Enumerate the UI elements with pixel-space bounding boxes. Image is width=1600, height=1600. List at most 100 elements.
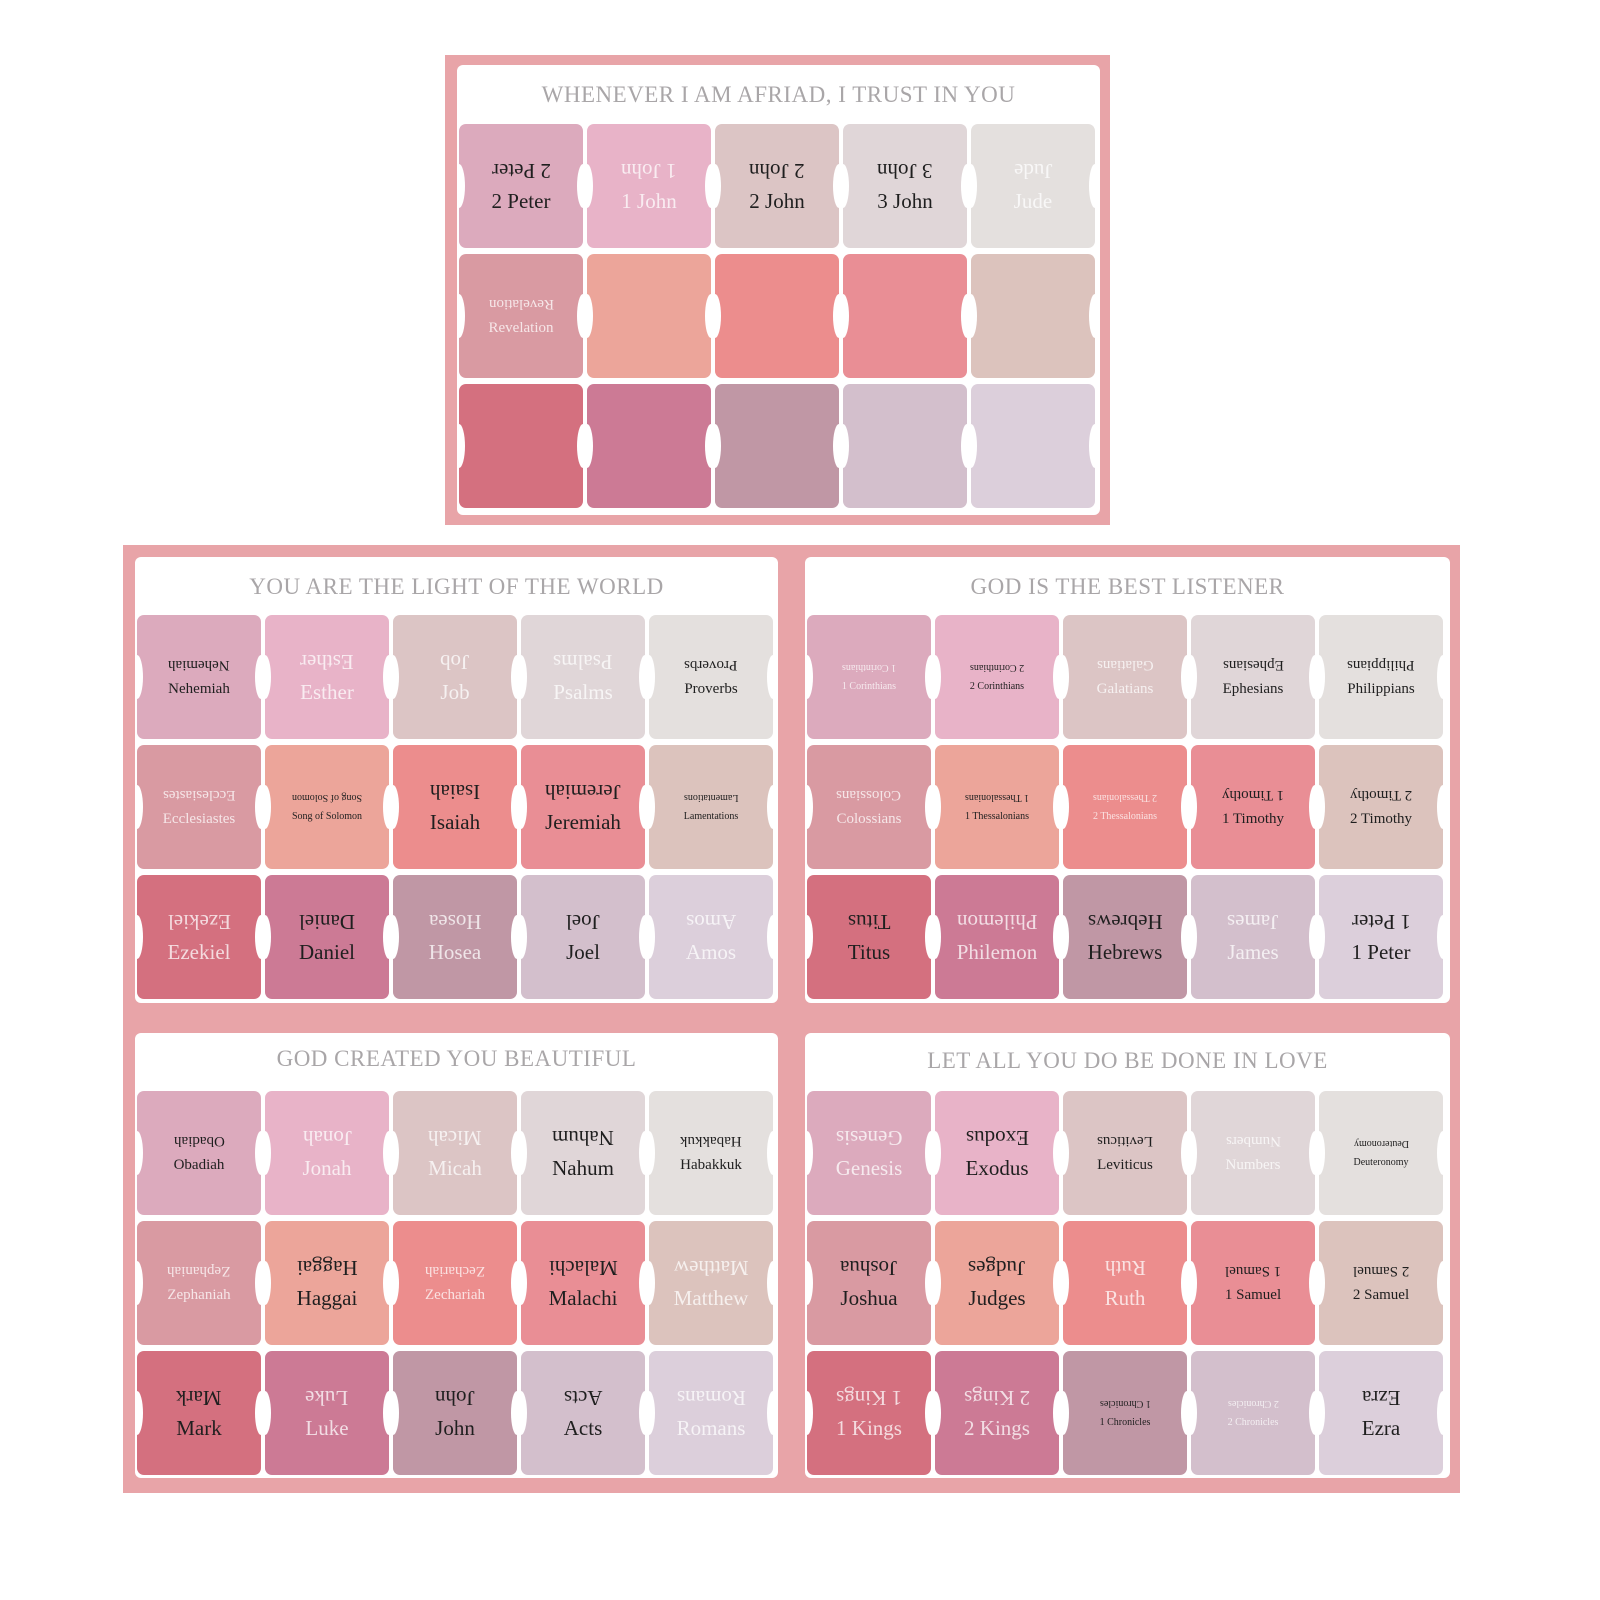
tab-label: 1 Peter — [1351, 940, 1411, 964]
tab-label-mirrored: Romans — [676, 1386, 746, 1410]
tab-label-mirrored: Job — [440, 650, 470, 674]
bible-tab-sticker: Matthew Matthew — [649, 1221, 773, 1345]
bible-tab-sticker: Lamentations Lamentations — [649, 745, 773, 869]
tab-label: 1 Kings — [836, 1416, 902, 1440]
bible-tab-sticker: Job Job — [393, 615, 517, 739]
tab-label: 2 Timothy — [1349, 811, 1413, 827]
tab-label: 1 Samuel — [1224, 1287, 1282, 1303]
tab-label-mirrored: Obadiah — [173, 1133, 225, 1149]
tab-label: 1 Thessalonians — [965, 811, 1029, 822]
tab-label-mirrored: 2 John — [749, 159, 805, 183]
tab-label: Daniel — [299, 940, 355, 964]
tab-label: Ecclesiastes — [162, 811, 236, 827]
tab-label: Psalms — [553, 680, 613, 704]
tab-label-mirrored: Luke — [305, 1386, 349, 1410]
panel-title: LET ALL YOU DO BE DONE IN LOVE — [927, 1048, 1328, 1073]
tab-label: 2 Peter — [491, 189, 551, 213]
bible-tab-sticker: Micah Micah — [393, 1091, 517, 1215]
tab-label-mirrored: Malachi — [548, 1256, 618, 1280]
bible-tab-sticker: 1 Thessalonians 1 Thessalonians — [935, 745, 1059, 869]
tab-label-mirrored: Micah — [428, 1126, 482, 1150]
tab-label: Joel — [566, 940, 600, 964]
tab-label-mirrored: 1 Samuel — [1224, 1263, 1282, 1279]
bible-tab-sticker: Daniel Daniel — [265, 875, 389, 999]
tab-label-mirrored: Joshua — [840, 1256, 898, 1280]
bible-tab-sticker: Hebrews Hebrews — [1063, 875, 1187, 999]
tab-panel: WHENEVER I AM AFRIAD, I TRUST IN YOU 2 Pe… — [457, 65, 1100, 515]
bible-tab-sticker: Luke Luke — [265, 1351, 389, 1475]
bible-tab-sticker: Esther Esther — [265, 615, 389, 739]
tab-label-mirrored: Hebrews — [1087, 910, 1163, 934]
tab-label-mirrored: John — [435, 1386, 475, 1410]
tab-label: Zechariah — [425, 1287, 485, 1303]
tab-label: Mark — [176, 1416, 222, 1440]
tab-label: Hebrews — [1087, 940, 1163, 964]
tab-panel: GOD IS THE BEST LISTENER 1 Corinthians 1 C… — [805, 557, 1450, 1003]
tab-label: Jeremiah — [545, 810, 621, 834]
tab-label: Revelation — [488, 320, 554, 336]
tab-label-mirrored: James — [1227, 910, 1279, 934]
bible-tab-sticker: Proverbs Proverbs — [649, 615, 773, 739]
tab-label-mirrored: 2 Corinthians — [969, 662, 1025, 673]
tab-label-mirrored: Jude — [1013, 159, 1053, 183]
bible-tab-sticker: Mark Mark — [137, 1351, 261, 1475]
tab-label-mirrored: Galatians — [1096, 657, 1154, 673]
tab-label-mirrored: Mark — [176, 1386, 222, 1410]
tab-label: Jude — [1013, 189, 1053, 213]
tab-label-mirrored: Zephaniah — [167, 1263, 231, 1279]
bible-tab-sticker: Ecclesiastes Ecclesiastes — [137, 745, 261, 869]
bible-tab-sticker: 1 Samuel 1 Samuel — [1191, 1221, 1315, 1345]
bible-tab-sticker — [459, 384, 583, 508]
tab-label-mirrored: 2 Samuel — [1352, 1263, 1410, 1279]
bible-tab-sticker: Jonah Jonah — [265, 1091, 389, 1215]
tab-label: Ezekiel — [167, 940, 231, 964]
bible-tab-sticker: 1 John 1 John — [587, 124, 711, 248]
bible-tab-sticker: Deuteronomy Deuteronomy — [1319, 1091, 1443, 1215]
bible-tab-sticker: 1 Peter 1 Peter — [1319, 875, 1443, 999]
tab-grid: Obadiah Obadiah Jonah Jonah Micah Micah Nahum N… — [137, 1091, 773, 1475]
tab-label-mirrored: Joel — [566, 910, 600, 934]
tab-label-mirrored: Matthew — [673, 1256, 749, 1280]
bible-tab-sticker — [971, 384, 1095, 508]
tab-label: Malachi — [548, 1286, 618, 1310]
tab-label-mirrored: Song of Solomon — [291, 792, 362, 803]
tab-label-mirrored: 1 John — [621, 159, 677, 183]
tab-label: Hosea — [428, 940, 482, 964]
tab-label-mirrored: Numbers — [1225, 1133, 1281, 1149]
bible-tab-sticker: Galatians Galatians — [1063, 615, 1187, 739]
tab-label-mirrored: Ecclesiastes — [162, 787, 236, 803]
tab-label-mirrored: 2 Chronicles — [1227, 1398, 1279, 1409]
bible-tab-sticker: Colossians Colossians — [807, 745, 931, 869]
panel-title: WHENEVER I AM AFRIAD, I TRUST IN YOU — [541, 82, 1016, 107]
tab-label: Philemon — [956, 940, 1038, 964]
tab-label: Job — [440, 680, 470, 704]
bible-tab-sticker — [971, 254, 1095, 378]
tab-label-mirrored: Titus — [847, 910, 891, 934]
tab-label-mirrored: Colossians — [836, 787, 902, 803]
bible-tab-sticker: Titus Titus — [807, 875, 931, 999]
tab-label: Ezra — [1361, 1416, 1401, 1440]
tab-panel: YOU ARE THE LIGHT OF THE WORLD Nehemiah Ne… — [135, 557, 778, 1003]
bible-tab-sticker: John John — [393, 1351, 517, 1475]
bible-tab-sticker: 1 Kings 1 Kings — [807, 1351, 931, 1475]
bible-tab-sticker: Revelation Revelation — [459, 254, 583, 378]
bible-tab-sticker: Habakkuk Habakkuk — [649, 1091, 773, 1215]
tab-label-mirrored: Isaiah — [429, 780, 481, 804]
tab-label-mirrored: Judges — [968, 1256, 1026, 1280]
tab-label-mirrored: Amos — [685, 910, 737, 934]
tab-label: Exodus — [965, 1156, 1029, 1180]
bible-tab-sticker — [715, 254, 839, 378]
tab-label: 2 Kings — [964, 1416, 1030, 1440]
bible-tab-sticker: 1 Chronicles 1 Chronicles — [1063, 1351, 1187, 1475]
bible-tab-sticker: Malachi Malachi — [521, 1221, 645, 1345]
tab-label-mirrored: 2 Kings — [964, 1386, 1030, 1410]
bible-tab-sticker: Obadiah Obadiah — [137, 1091, 261, 1215]
tab-label: Micah — [428, 1156, 482, 1180]
bible-tab-sticker: Zephaniah Zephaniah — [137, 1221, 261, 1345]
bible-tab-sticker: Psalms Psalms — [521, 615, 645, 739]
tab-label-mirrored: Lamentations — [683, 792, 739, 803]
bible-tab-sticker: 2 John 2 John — [715, 124, 839, 248]
tab-label-mirrored: Jeremiah — [545, 780, 621, 804]
tab-label: Amos — [685, 940, 737, 964]
bible-tab-sticker: James James — [1191, 875, 1315, 999]
